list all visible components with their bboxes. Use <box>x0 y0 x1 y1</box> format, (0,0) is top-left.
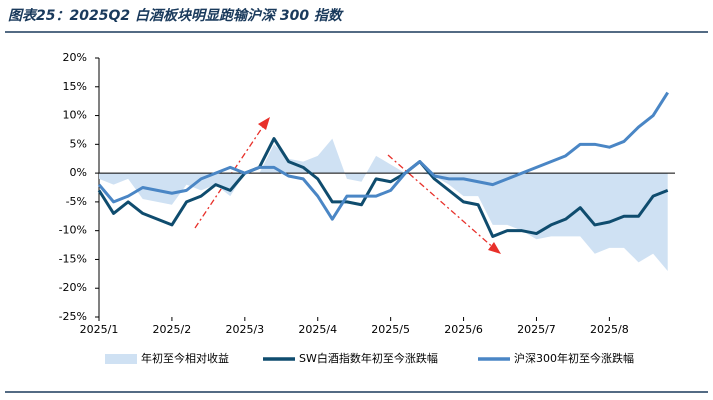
arrow-head <box>258 117 270 130</box>
chart-title: 图表25：2025Q2 白酒板块明显跑输沪深 300 指数 <box>8 7 344 24</box>
legend-swatch <box>105 354 137 364</box>
arrow-head <box>488 242 501 254</box>
y-tick-label: -10% <box>59 224 87 237</box>
line <box>97 137 669 238</box>
legend-label: 沪深300年初至今涨跌幅 <box>514 351 634 365</box>
legend-label: SW白酒指数年初至今涨跌幅 <box>299 351 438 365</box>
x-tick-label: 2025/2 <box>153 323 192 336</box>
x-tick-label: 2025/5 <box>371 323 410 336</box>
y-tick-label: 0% <box>70 166 87 179</box>
y-tick-label: 20% <box>63 51 87 64</box>
y-tick-label: 15% <box>63 80 87 93</box>
area <box>99 138 668 271</box>
y-tick-label: -20% <box>59 281 87 294</box>
x-tick-label: 2025/1 <box>80 323 119 336</box>
y-tick-label: -15% <box>59 252 87 265</box>
x-tick-label: 2025/3 <box>225 323 264 336</box>
line <box>97 91 669 221</box>
y-tick-label: 5% <box>70 137 87 150</box>
y-tick-label: 10% <box>63 109 87 122</box>
x-tick-label: 2025/8 <box>590 323 629 336</box>
y-tick-label: -25% <box>59 310 87 323</box>
x-tick-label: 2025/6 <box>444 323 483 336</box>
legend-label: 年初至今相对收益 <box>141 351 229 365</box>
x-tick-label: 2025/7 <box>517 323 556 336</box>
y-tick-label: -5% <box>66 195 87 208</box>
x-tick-label: 2025/4 <box>298 323 337 336</box>
